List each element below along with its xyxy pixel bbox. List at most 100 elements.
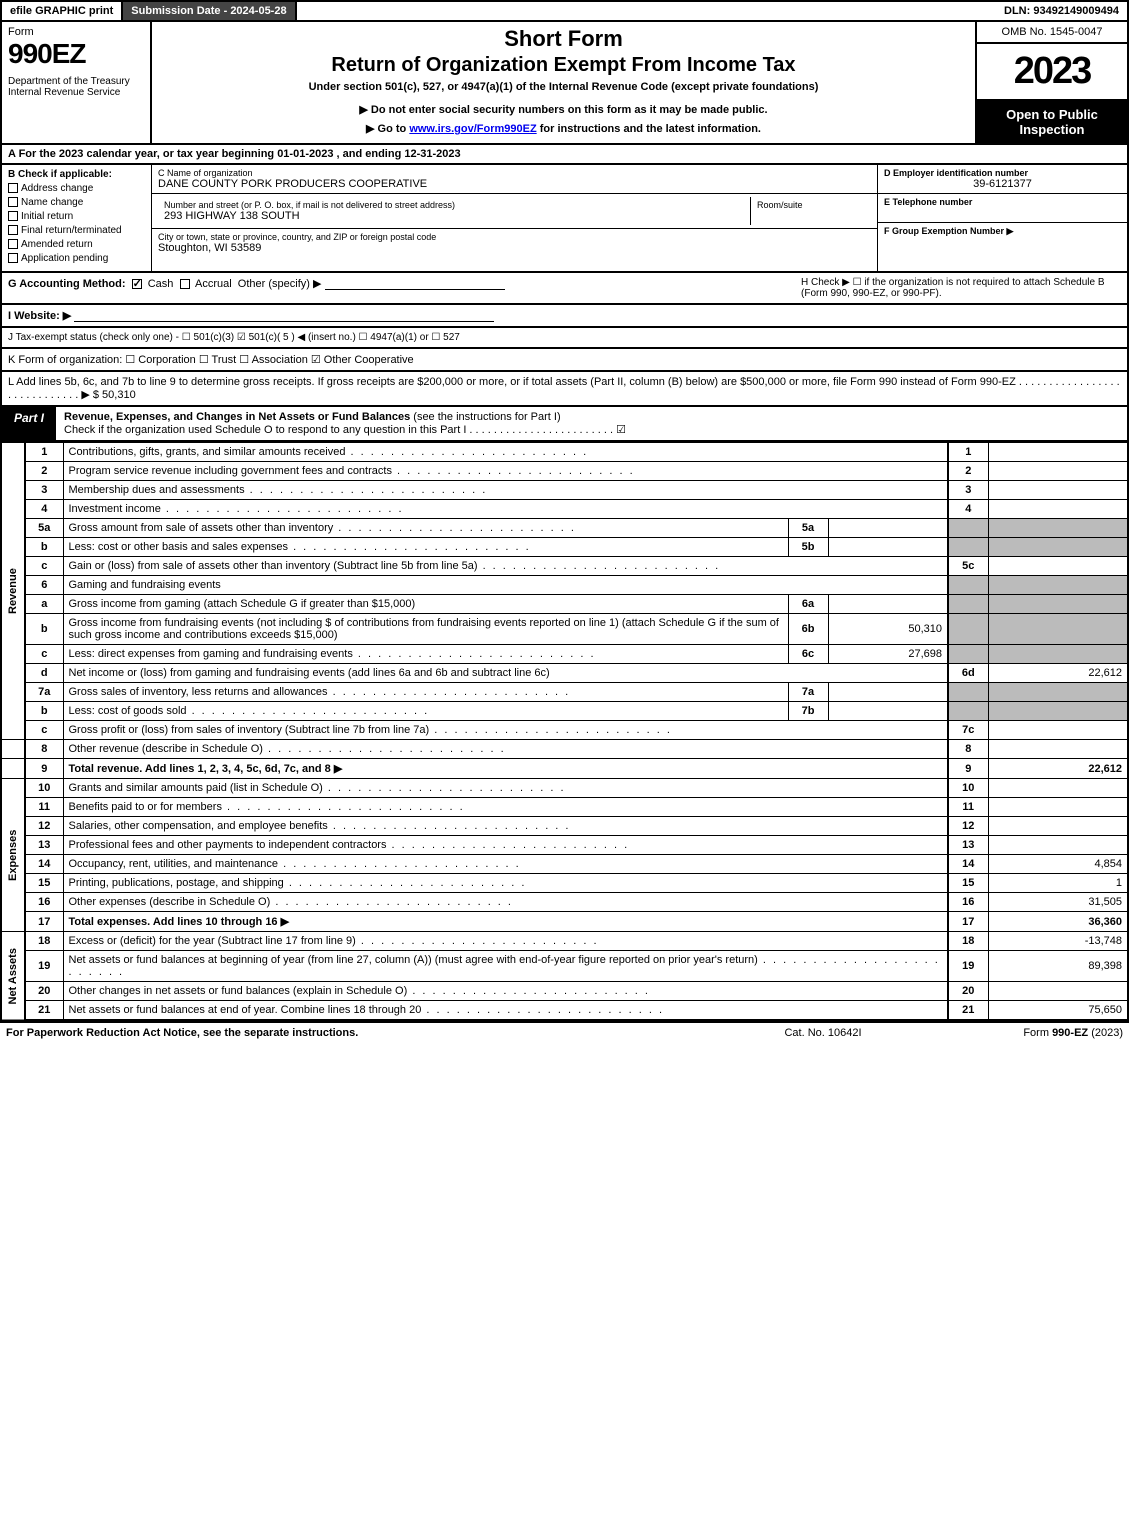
section-l-text: L Add lines 5b, 6c, and 7b to line 9 to … — [8, 376, 1120, 401]
desc-6b: Gross income from fundraising events (no… — [63, 614, 788, 645]
g-label: G Accounting Method: — [8, 278, 126, 290]
part1-header: Part I Revenue, Expenses, and Changes in… — [0, 407, 1129, 442]
val-11 — [988, 798, 1128, 817]
desc-14: Occupancy, rent, utilities, and maintena… — [63, 855, 948, 874]
city-cell: City or town, state or province, country… — [152, 229, 877, 257]
sc-5b: 5b — [788, 538, 828, 557]
website-blank[interactable] — [74, 310, 494, 322]
box-g: G Accounting Method: Cash Accrual Other … — [8, 277, 801, 299]
ln-21: 21 — [25, 1001, 63, 1021]
group-label: F Group Exemption Number ▶ — [884, 226, 1121, 237]
instructions-link-row: ▶ Go to www.irs.gov/Form990EZ for instru… — [160, 122, 967, 135]
ln-7a: 7a — [25, 683, 63, 702]
desc-13: Professional fees and other payments to … — [63, 836, 948, 855]
sc-7a: 7a — [788, 683, 828, 702]
val-16: 31,505 — [988, 893, 1128, 912]
ln-4: 4 — [25, 500, 63, 519]
ln-20: 20 — [25, 982, 63, 1001]
val-13 — [988, 836, 1128, 855]
val-8 — [988, 740, 1128, 759]
org-name-cell: C Name of organization DANE COUNTY PORK … — [152, 165, 877, 194]
room-cell: Room/suite — [751, 197, 871, 225]
ln-5a: 5a — [25, 519, 63, 538]
desc-1: Contributions, gifts, grants, and simila… — [63, 443, 948, 462]
rn-3: 3 — [948, 481, 988, 500]
form-label: Form — [8, 26, 144, 38]
efile-label[interactable]: efile GRAPHIC print — [2, 2, 123, 20]
group-cell: F Group Exemption Number ▶ — [878, 223, 1127, 271]
rn-15: 15 — [948, 874, 988, 893]
chk-application-pending[interactable]: Application pending — [8, 253, 145, 264]
desc-10: Grants and similar amounts paid (list in… — [63, 779, 948, 798]
desc-8: Other revenue (describe in Schedule O) — [63, 740, 948, 759]
sv-7b — [828, 702, 948, 721]
desc-6d: Net income or (loss) from gaming and fun… — [63, 664, 948, 683]
city: Stoughton, WI 53589 — [158, 242, 871, 254]
rn-17: 17 — [948, 912, 988, 932]
g-other-blank[interactable] — [325, 278, 505, 290]
footer-center: Cat. No. 10642I — [723, 1027, 923, 1039]
row-i: I Website: ▶ — [0, 305, 1129, 328]
submission-date: Submission Date - 2024-05-28 — [123, 2, 296, 20]
ln-7b: b — [25, 702, 63, 721]
rn-4: 4 — [948, 500, 988, 519]
desc-4: Investment income — [63, 500, 948, 519]
chk-amended-return[interactable]: Amended return — [8, 239, 145, 250]
desc-5a: Gross amount from sale of assets other t… — [63, 519, 788, 538]
form-id-box: Form 990EZ Department of the Treasury In… — [2, 22, 152, 143]
val-21: 75,650 — [988, 1001, 1128, 1021]
short-form-label: Short Form — [160, 26, 967, 52]
i-label: I Website: ▶ — [8, 310, 71, 322]
desc-7b: Less: cost of goods sold — [63, 702, 788, 721]
rn-11: 11 — [948, 798, 988, 817]
sv-6a — [828, 595, 948, 614]
chk-cash[interactable] — [132, 279, 142, 289]
sc-5a: 5a — [788, 519, 828, 538]
desc-21: Net assets or fund balances at end of ye… — [63, 1001, 948, 1021]
dept-label: Department of the Treasury Internal Reve… — [8, 76, 144, 98]
val-5a-grey — [988, 519, 1128, 538]
part1-instr: (see the instructions for Part I) — [410, 411, 560, 423]
lines-table: Revenue 1 Contributions, gifts, grants, … — [0, 442, 1129, 1021]
ssn-warning: ▶ Do not enter social security numbers o… — [160, 103, 967, 116]
ln-18: 18 — [25, 932, 63, 951]
footer-right: Form 990-EZ (2023) — [923, 1027, 1123, 1039]
irs-link[interactable]: www.irs.gov/Form990EZ — [409, 123, 536, 135]
ln-12: 12 — [25, 817, 63, 836]
desc-9: Total revenue. Add lines 1, 2, 3, 4, 5c,… — [63, 759, 948, 779]
top-bar: efile GRAPHIC print Submission Date - 20… — [0, 0, 1129, 22]
form-title-box: Short Form Return of Organization Exempt… — [152, 22, 977, 143]
val-15: 1 — [988, 874, 1128, 893]
chk-final-return[interactable]: Final return/terminated — [8, 225, 145, 236]
sv-6b: 50,310 — [828, 614, 948, 645]
desc-17: Total expenses. Add lines 10 through 16 … — [63, 912, 948, 932]
chk-accrual[interactable] — [180, 279, 190, 289]
box-b: B Check if applicable: Address change Na… — [2, 165, 152, 271]
rn-10: 10 — [948, 779, 988, 798]
form-title: Return of Organization Exempt From Incom… — [160, 54, 967, 77]
phone-cell: E Telephone number — [878, 194, 1127, 223]
street-row: Number and street (or P. O. box, if mail… — [152, 194, 877, 229]
rn-19: 19 — [948, 951, 988, 982]
ln-6: 6 — [25, 576, 63, 595]
chk-name-change[interactable]: Name change — [8, 197, 145, 208]
ein: 39-6121377 — [884, 178, 1121, 190]
org-name-label: C Name of organization — [158, 168, 871, 178]
val-1 — [988, 443, 1128, 462]
rn-18: 18 — [948, 932, 988, 951]
rn-2: 2 — [948, 462, 988, 481]
val-14: 4,854 — [988, 855, 1128, 874]
sc-6a: 6a — [788, 595, 828, 614]
box-h: H Check ▶ ☐ if the organization is not r… — [801, 277, 1121, 299]
city-label: City or town, state or province, country… — [158, 232, 871, 242]
j-text: J Tax-exempt status (check only one) - ☐… — [8, 332, 1121, 343]
street-cell: Number and street (or P. O. box, if mail… — [158, 197, 751, 225]
chk-initial-return[interactable]: Initial return — [8, 211, 145, 222]
chk-address-change[interactable]: Address change — [8, 183, 145, 194]
part1-check: Check if the organization used Schedule … — [64, 424, 626, 436]
omb-number: OMB No. 1545-0047 — [977, 22, 1127, 44]
ln-13: 13 — [25, 836, 63, 855]
val-3 — [988, 481, 1128, 500]
sv-5a — [828, 519, 948, 538]
desc-11: Benefits paid to or for members — [63, 798, 948, 817]
